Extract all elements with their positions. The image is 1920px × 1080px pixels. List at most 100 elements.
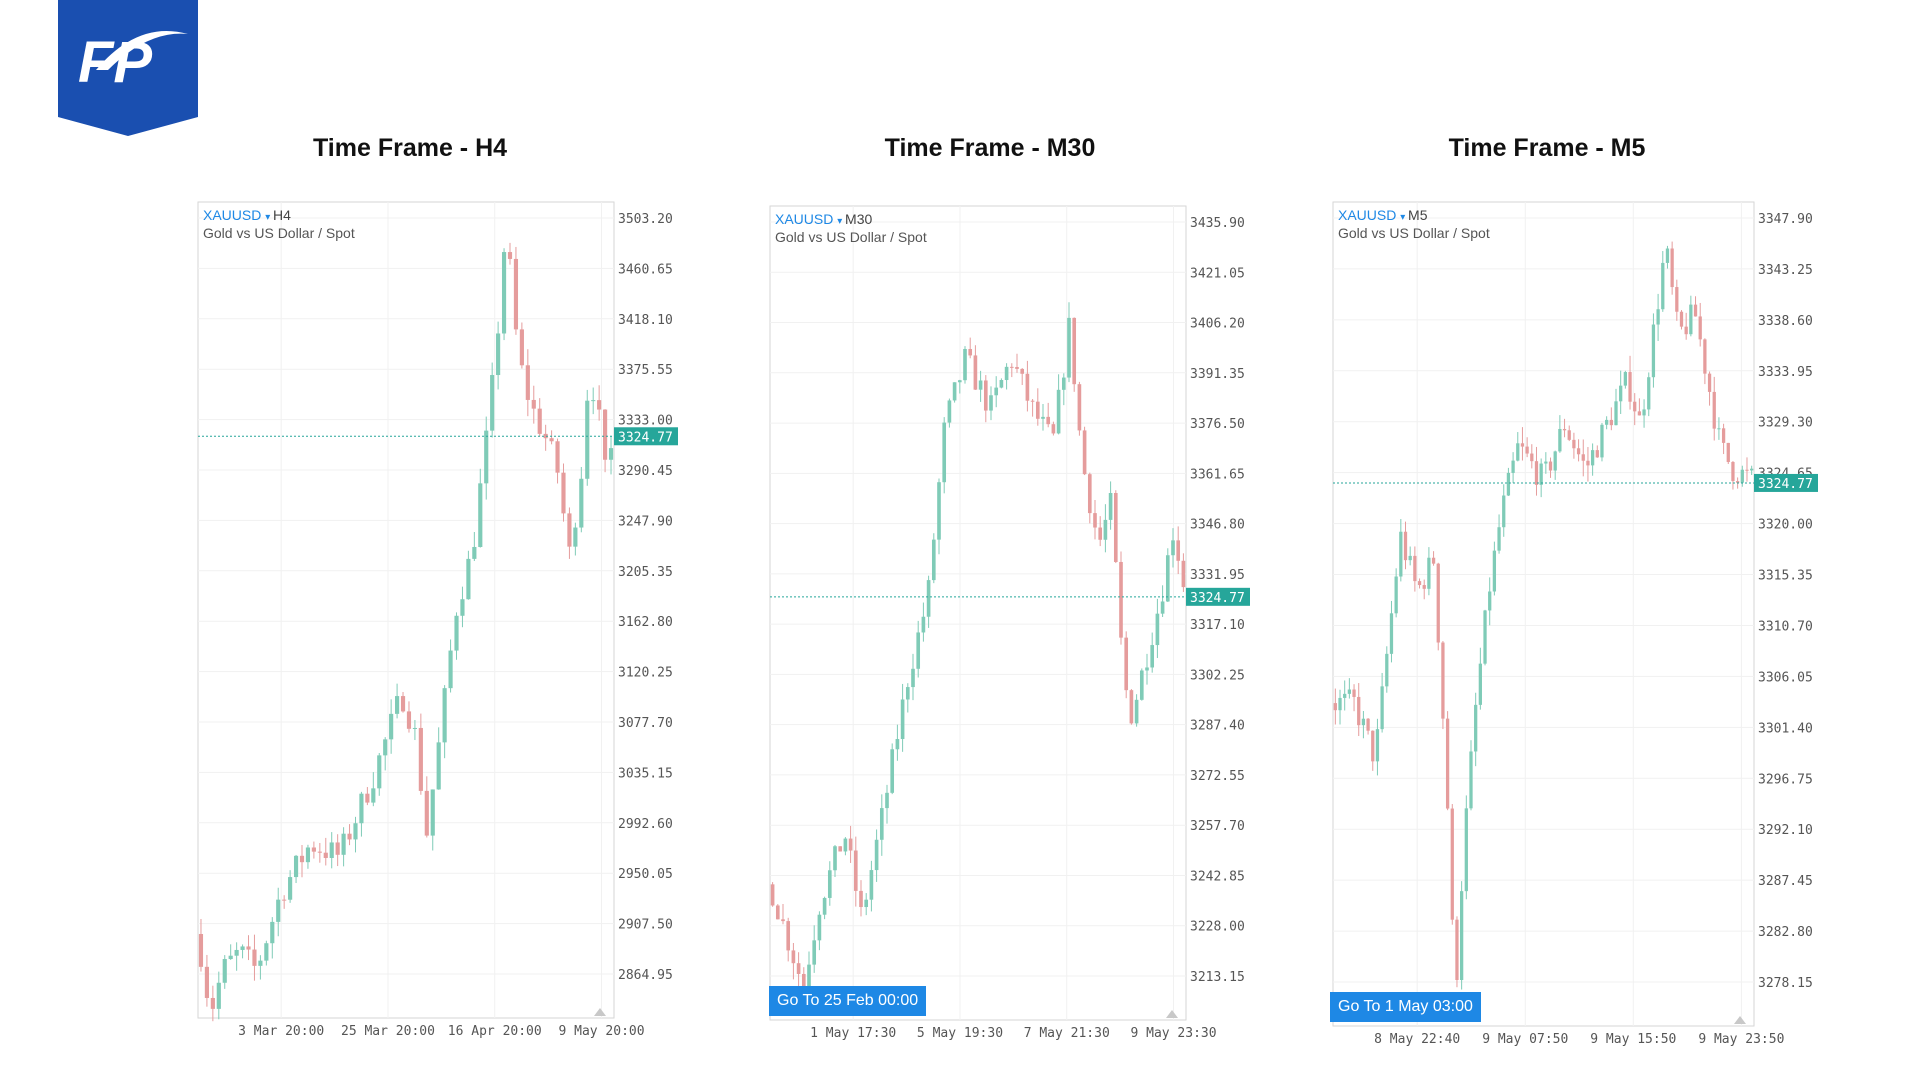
candle-body <box>1357 696 1361 726</box>
candle-body <box>942 422 947 483</box>
candle-body <box>436 742 441 790</box>
candle-body <box>1427 557 1431 589</box>
candle-body <box>341 833 346 855</box>
candle-body <box>1707 373 1712 392</box>
candle-body <box>1422 585 1426 589</box>
candle-body <box>989 395 993 411</box>
y-tick-label: 3213.15 <box>1190 970 1245 985</box>
y-tick-label: 3302.25 <box>1190 668 1245 683</box>
candle-body <box>1413 555 1417 582</box>
x-tick-label: 7 May 21:30 <box>1024 1026 1110 1041</box>
candle-body <box>1506 472 1511 496</box>
candle-body <box>424 790 429 836</box>
y-tick-label: 3406.20 <box>1190 317 1245 332</box>
candle-body <box>561 472 566 514</box>
candle-body <box>1488 591 1492 611</box>
candle-body <box>501 252 507 334</box>
goto-date-button-m30[interactable]: Go To 25 Feb 00:00 <box>769 986 927 1016</box>
candle-body <box>258 960 263 966</box>
description-label: Gold vs US Dollar / Spot <box>203 225 355 241</box>
candle-body <box>1347 689 1352 694</box>
candle-body <box>916 632 921 669</box>
candle-body <box>1077 384 1082 431</box>
candle-body <box>1124 637 1129 691</box>
candle-body <box>591 400 596 402</box>
candle-body <box>460 599 465 616</box>
candle-body <box>1600 424 1604 458</box>
candle-body <box>1371 730 1375 762</box>
goto-date-button-m5[interactable]: Go To 1 May 03:00 <box>1330 992 1481 1022</box>
candle-body <box>890 749 895 793</box>
candle-body <box>1134 699 1139 724</box>
candle-body <box>999 380 1004 388</box>
candle-body <box>1735 481 1740 483</box>
candle-body <box>1445 718 1450 809</box>
candle-body <box>365 793 370 803</box>
candle-body <box>1139 670 1144 700</box>
chart-m5: 3347.90 3343.25 3338.60 3333.95 3329.30 3324.… <box>1332 201 1818 1047</box>
candle-body <box>1176 540 1181 561</box>
candle-body <box>1469 751 1473 809</box>
candle-body <box>293 855 299 878</box>
candle-body <box>1408 555 1412 561</box>
candle-body <box>1595 450 1599 458</box>
candle-body <box>1399 531 1403 577</box>
candle-body <box>1385 653 1389 687</box>
x-tick-label: 9 May 23:50 <box>1698 1032 1784 1047</box>
candle-body <box>926 580 931 617</box>
candle-body <box>1171 540 1175 556</box>
chart-title-m5: Time Frame - M5 <box>1448 134 1646 162</box>
candle-body <box>1516 443 1520 461</box>
candle-body <box>1474 704 1478 752</box>
candle-body <box>1525 446 1529 454</box>
candle-body <box>525 365 530 400</box>
y-tick-label: 3343.25 <box>1758 263 1813 278</box>
candle-body <box>210 997 215 1009</box>
candle-body <box>859 890 863 908</box>
candle-body <box>853 850 858 891</box>
candle-body <box>395 696 400 714</box>
x-tick-label: 1 May 17:30 <box>810 1026 896 1041</box>
candle-body <box>1679 311 1684 327</box>
candle-body <box>1689 304 1693 335</box>
candle-body <box>801 973 806 987</box>
candle-body <box>1703 339 1707 374</box>
candle-body <box>1051 424 1056 434</box>
candle-body <box>1352 689 1356 697</box>
candle-body <box>240 946 245 950</box>
candle-body <box>549 438 554 442</box>
candle-body <box>1041 416 1045 419</box>
candle-body <box>383 739 388 756</box>
candle-body <box>1380 686 1384 730</box>
y-tick-label: 3435.90 <box>1190 216 1245 231</box>
candle-body <box>1093 513 1097 528</box>
candle-body <box>1745 469 1749 471</box>
candle-body <box>1586 460 1590 466</box>
y-tick-label: 3162.80 <box>618 615 673 630</box>
candle-body <box>786 921 791 951</box>
candle-body <box>1492 550 1497 592</box>
candle-body <box>216 982 221 1009</box>
candle-body <box>1544 461 1548 464</box>
candle-body <box>1665 248 1670 263</box>
y-tick-label: 3331.95 <box>1190 568 1245 583</box>
candle-body <box>1721 428 1726 443</box>
y-tick-label: 3035.15 <box>618 766 673 781</box>
candle-body <box>869 870 874 900</box>
candle-body <box>389 713 394 740</box>
candle-body <box>507 252 513 259</box>
candle-body <box>1431 557 1436 564</box>
candle-body <box>1087 474 1092 514</box>
candle-body <box>484 430 489 484</box>
candle-body <box>1731 461 1735 482</box>
y-tick-label: 3361.65 <box>1190 467 1245 482</box>
y-tick-label: 3376.50 <box>1190 417 1245 432</box>
candle-body <box>879 808 884 840</box>
y-tick-label: 3287.40 <box>1190 719 1245 734</box>
candle-body <box>1740 469 1744 483</box>
candle-body <box>585 400 590 479</box>
candle-body <box>1619 385 1623 402</box>
candle-body <box>973 355 978 390</box>
candle-body <box>519 329 524 366</box>
